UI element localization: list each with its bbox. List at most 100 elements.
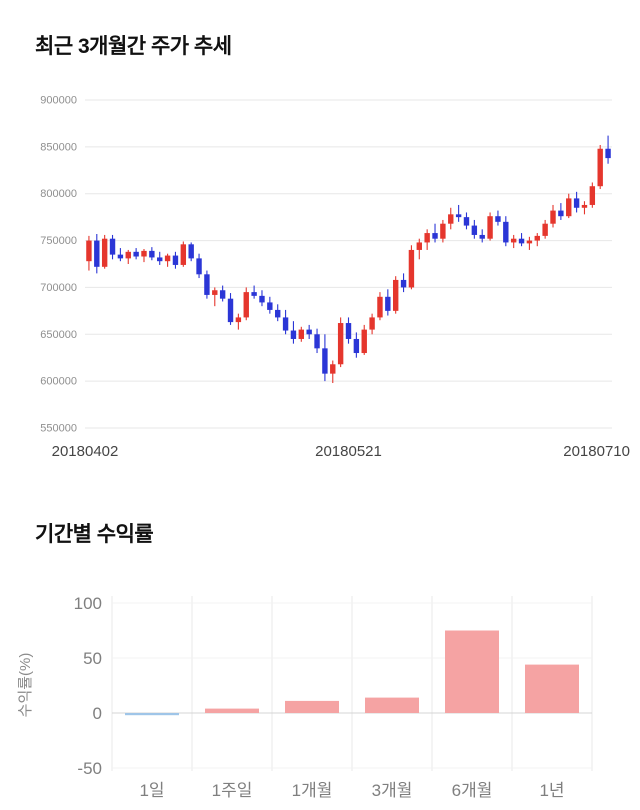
returns-xtick-label: 1일 xyxy=(139,781,164,800)
candle-body xyxy=(267,302,273,310)
candle-body xyxy=(385,296,391,311)
candle-body xyxy=(566,198,572,217)
candle-body xyxy=(471,225,478,235)
price-xtick-label: 20180710 xyxy=(563,443,630,460)
return-bar xyxy=(285,700,339,713)
candle-body xyxy=(275,309,281,318)
candle-body xyxy=(164,255,171,262)
candle-body xyxy=(377,296,383,318)
candle-body xyxy=(518,238,525,244)
candle-body xyxy=(392,279,399,311)
candle-body xyxy=(495,216,501,222)
price-ytick-label: 900000 xyxy=(40,95,77,107)
returns-ylabel: 수익률(%) xyxy=(17,653,34,718)
returns-ytick-label: 100 xyxy=(74,594,102,613)
candle-body xyxy=(306,329,312,335)
candle-body xyxy=(605,148,611,159)
candle-body xyxy=(432,233,438,239)
candle-body xyxy=(94,240,100,267)
returns-xtick-label: 1주일 xyxy=(212,781,253,800)
candle-body xyxy=(314,334,320,349)
candle-body xyxy=(479,234,485,239)
candle-body xyxy=(337,323,344,365)
candle-body xyxy=(141,250,147,257)
candle-body xyxy=(204,274,210,295)
return-bar xyxy=(525,664,579,713)
candle-body xyxy=(157,257,163,262)
price-ytick-label: 600000 xyxy=(40,376,77,388)
returns-xtick-label: 1년 xyxy=(539,781,564,800)
price-ytick-label: 550000 xyxy=(40,423,77,435)
price-xtick-label: 20180402 xyxy=(52,443,119,460)
return-bar xyxy=(365,697,419,713)
candle-body xyxy=(487,216,493,239)
returns-ytick-label: 0 xyxy=(93,704,102,723)
return-bar xyxy=(205,708,259,713)
price-ytick-label: 700000 xyxy=(40,282,77,294)
candle-body xyxy=(196,258,202,275)
returns-bar-chart: 100 50 0 -50 수익률(%) 1일 1주일 1개월 3개월 6개월 1년 xyxy=(17,594,593,800)
candle-body xyxy=(448,214,454,224)
candle-body xyxy=(298,329,305,339)
candle-body xyxy=(290,330,297,339)
candle-body xyxy=(322,348,328,374)
candle-body xyxy=(597,148,603,187)
candle-body xyxy=(251,292,257,296)
returns-chart-title: 기간별 수익률 xyxy=(35,523,154,546)
returns-xtick-label: 6개월 xyxy=(452,781,493,800)
price-chart-title: 최근 3개월간 주가 추세 xyxy=(35,35,232,58)
candle-body xyxy=(400,279,407,288)
candle-body xyxy=(149,250,155,258)
candle-body xyxy=(330,364,336,374)
candle-body xyxy=(219,290,226,299)
candle-body xyxy=(109,238,116,255)
candle-body xyxy=(117,254,124,259)
return-bar xyxy=(125,713,179,716)
candle-body xyxy=(503,221,509,243)
candle-body xyxy=(558,210,564,217)
candle-body xyxy=(408,249,415,288)
price-ytick-label: 850000 xyxy=(40,141,77,153)
returns-ytick-label: 50 xyxy=(83,649,102,668)
candle-body xyxy=(440,223,446,239)
price-ytick-label: 800000 xyxy=(40,188,77,200)
candle-body xyxy=(369,317,375,330)
candle-body xyxy=(455,214,462,218)
candle-body xyxy=(212,290,218,295)
candle-body xyxy=(259,295,265,303)
returns-ytick-label: -50 xyxy=(77,759,102,778)
candle-body xyxy=(345,323,352,339)
candle-body xyxy=(542,223,548,236)
candle-body xyxy=(526,240,533,244)
candle-body xyxy=(180,244,187,265)
candle-body xyxy=(581,204,588,208)
candle-body xyxy=(416,242,422,250)
price-ytick-label: 750000 xyxy=(40,235,77,247)
candle-body xyxy=(510,238,517,243)
returns-xtick-label: 1개월 xyxy=(292,781,333,800)
candle-body xyxy=(353,338,360,354)
candle-body xyxy=(589,186,596,205)
candle-body xyxy=(282,317,289,331)
price-xtick-label: 20180521 xyxy=(315,443,382,460)
candle-body xyxy=(172,255,179,265)
candle-body xyxy=(227,298,234,323)
candle-body xyxy=(463,217,470,226)
candle-body xyxy=(133,251,139,257)
candle-body xyxy=(361,329,367,354)
price-ytick-label: 650000 xyxy=(40,329,77,341)
return-bar xyxy=(445,630,499,713)
candle-body xyxy=(101,238,108,267)
returns-xtick-label: 3개월 xyxy=(372,781,413,800)
candle-body xyxy=(188,244,194,259)
candle-body xyxy=(125,251,131,259)
candle-body xyxy=(550,210,556,224)
candle-body xyxy=(86,240,92,262)
candle-body xyxy=(534,235,540,241)
candle-body xyxy=(235,317,242,323)
candle-body xyxy=(424,233,430,243)
candle-body xyxy=(243,292,249,318)
candle-body xyxy=(573,198,580,208)
price-candlestick-chart: 900000 850000 800000 750000 700000 650000 6000… xyxy=(40,95,630,461)
